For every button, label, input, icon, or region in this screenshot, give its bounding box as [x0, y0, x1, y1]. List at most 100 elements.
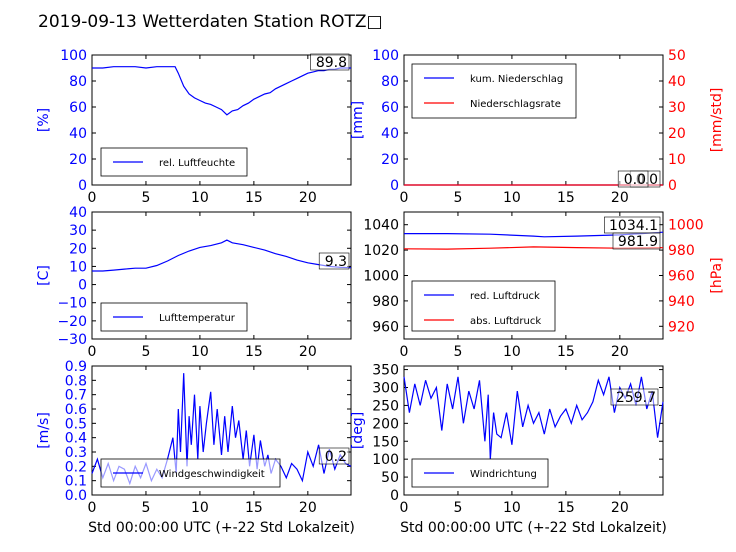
plot3-y-tick-label: 0 [78, 278, 87, 294]
plot5-legend-label: Windgeschwindigkeit [159, 469, 265, 480]
plot3-y-tick-label: −30 [57, 332, 87, 348]
plot5-y-tick-label: 0.9 [65, 359, 87, 375]
plot6-y-tick-label: 200 [372, 416, 399, 432]
plot6-y-tick-label: 250 [372, 398, 399, 414]
figure-title: 2019-09-13 Wetterdaten Station ROTZ□ [38, 12, 383, 32]
plot6-y-label: [deg] [350, 412, 366, 449]
plot5-x-tick-label: 0 [88, 500, 97, 516]
plot4-x-tick-label: 5 [453, 344, 462, 360]
plot3-y-tick-label: −20 [57, 314, 87, 330]
plot4-y-tick-label: 960 [372, 319, 399, 335]
plot2-legend-label: Niederschlagsrate [470, 99, 561, 110]
plot1-y-label: [%] [36, 108, 52, 132]
plot4-value-label: 1034.1 [609, 218, 658, 234]
plot6-x-tick-label: 10 [503, 500, 521, 516]
plot1-y-tick-label: 60 [69, 100, 87, 116]
plot5-y-tick-label: 0.0 [65, 488, 87, 504]
plot3-y-tick-label: 30 [69, 223, 87, 239]
plot3-y-tick-label: 10 [69, 259, 87, 275]
plot6-y-tick-label: 150 [372, 434, 399, 450]
plot6-y-tick-label: 350 [372, 363, 399, 379]
plot5-y-tick-label: 0.6 [65, 402, 87, 418]
plot1-y-tick-label: 40 [69, 126, 87, 142]
plot1-series-line [92, 66, 351, 116]
plot2-value-label-box [617, 170, 649, 188]
plot3-y-tick-label: 20 [69, 241, 87, 257]
plot4-legend-label: red. Luftdruck [470, 291, 540, 302]
plot2-x-tick-label: 20 [611, 190, 629, 206]
plot5-y-tick-label: 0.7 [65, 388, 87, 404]
plot6-y-tick-label: 100 [372, 452, 399, 468]
plot1-x-tick-label: 5 [141, 190, 150, 206]
plot2-y-tick-label: 60 [381, 100, 399, 116]
plot4-y2-tick-label: 960 [668, 269, 695, 285]
plot4-y-tick-label: 1020 [363, 243, 399, 259]
plot1-legend-box [100, 147, 248, 177]
plot3-x-tick-label: 0 [88, 344, 97, 360]
plot2-y-tick-label: 80 [381, 74, 399, 90]
plot5-value-label-box [318, 447, 350, 465]
plot5-y-tick-label: 0.4 [65, 431, 87, 447]
plot5-x-tick-label: 20 [299, 500, 317, 516]
plot2-x-tick-label: 10 [503, 190, 521, 206]
plot2-y-label: [mm] [350, 101, 366, 139]
plot6-y-tick-label: 300 [372, 381, 399, 397]
plot3-y-label: [C] [36, 265, 52, 286]
plot5-value-label: 0.2 [325, 449, 347, 465]
plot2-y2-tick-label: 50 [668, 48, 686, 64]
plot6-legend-label: Windrichtung [470, 469, 537, 480]
plot2-y-tick-label: 100 [372, 48, 399, 64]
plot5-y-tick-label: 0.2 [65, 459, 87, 475]
plot3-x-tick-label: 15 [245, 344, 263, 360]
plot5-x-label: Std 00:00:00 UTC (+-22 Std Lokalzeit) [88, 520, 355, 536]
plot5-y-tick-label: 0.5 [65, 416, 87, 432]
plot1-y-tick-label: 100 [60, 48, 87, 64]
plot5-y-tick-label: 0.8 [65, 373, 87, 389]
plot4-y-tick-label: 1040 [363, 218, 399, 234]
plot6-value-label: 259.7 [616, 390, 656, 406]
plot4-y2-tick-label: 940 [668, 294, 695, 310]
plot5-y-tick-label: 0.1 [65, 474, 87, 490]
plot2-y-tick-label: 0 [390, 178, 399, 194]
plot1-y-tick-label: 20 [69, 152, 87, 168]
plot3-legend-label: Lufttemperatur [159, 313, 236, 324]
plot2-y2-tick-label: 20 [668, 126, 686, 142]
plot6-y-tick-label: 50 [381, 470, 399, 486]
plot1-x-tick-label: 10 [191, 190, 209, 206]
plot1-x-tick-label: 20 [299, 190, 317, 206]
plot2-y-tick-label: 20 [381, 152, 399, 168]
plot2-y2-tick-label: 0 [668, 178, 677, 194]
plot6-value-label-box [610, 388, 659, 406]
plot6-x-tick-label: 0 [400, 500, 409, 516]
plot5-y-label: [m/s] [36, 412, 52, 449]
plot4-x-tick-label: 0 [400, 344, 409, 360]
plot3-x-tick-label: 20 [299, 344, 317, 360]
plot1-value-label-box [310, 53, 350, 71]
plot1-value-label: 89.8 [316, 55, 347, 71]
plot2-legend-label: kum. Niederschlag [470, 74, 563, 85]
plot2-x-tick-label: 15 [557, 190, 575, 206]
plot4-value-label: 981.9 [618, 234, 658, 250]
plot5-x-tick-label: 5 [141, 500, 150, 516]
plot3-y-tick-label: −10 [57, 296, 87, 312]
plot5-x-tick-label: 15 [245, 500, 263, 516]
plot4-x-tick-label: 20 [611, 344, 629, 360]
plot2-x-tick-label: 5 [453, 190, 462, 206]
plot6-x-tick-label: 15 [557, 500, 575, 516]
plot6-y-tick-label: 0 [390, 488, 399, 504]
plot1-y-tick-label: 80 [69, 74, 87, 90]
plot4-y-tick-label: 1000 [363, 269, 399, 285]
plot4-y2-label: [hPa] [709, 257, 725, 293]
plot4-y2-tick-label: 920 [668, 319, 695, 335]
plot4-legend-label: abs. Luftdruck [470, 316, 541, 327]
plot3-x-tick-label: 10 [191, 344, 209, 360]
plot5-x-tick-label: 10 [191, 500, 209, 516]
plot4-x-tick-label: 15 [557, 344, 575, 360]
plot4-y-tick-label: 980 [372, 294, 399, 310]
plot4-legend-box [411, 280, 556, 332]
plot2-y2-tick-label: 10 [668, 152, 686, 168]
plot3-series-line [92, 239, 352, 272]
plot4-y2-tick-label: 980 [668, 243, 695, 259]
